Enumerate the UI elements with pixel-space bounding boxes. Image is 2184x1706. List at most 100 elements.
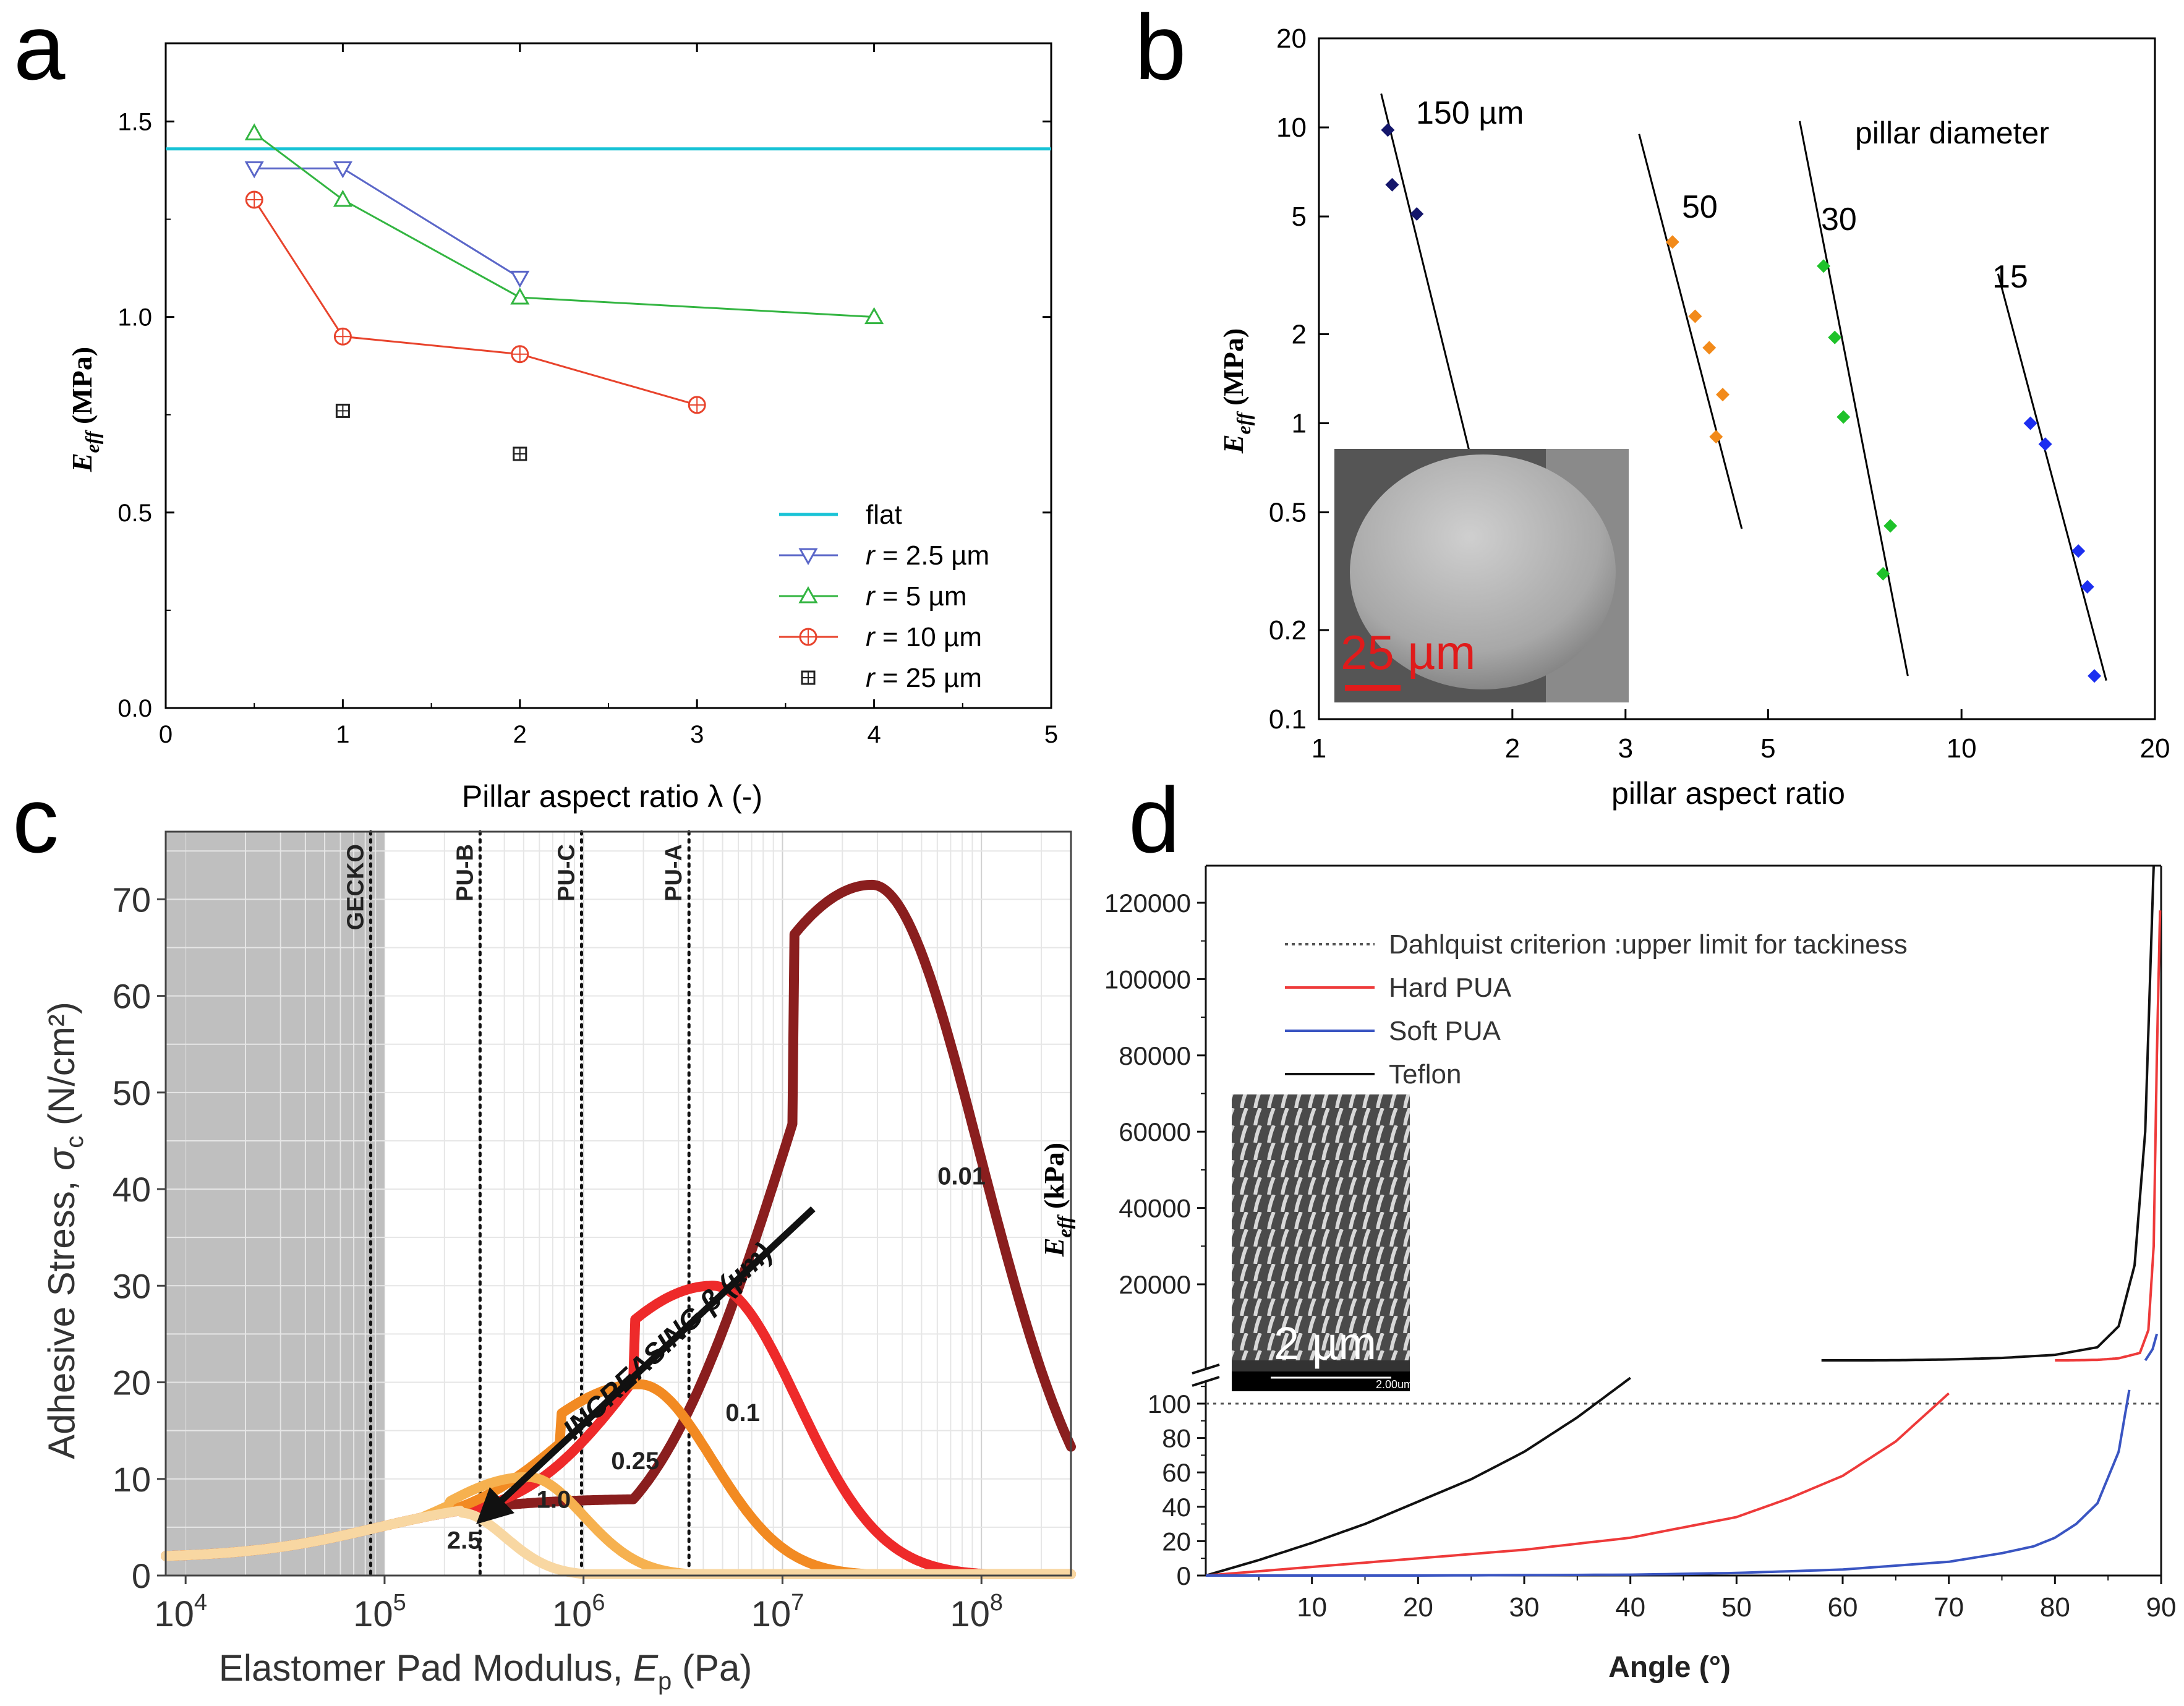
panel-d-ytick-label-lower: 0: [1177, 1561, 1191, 1590]
panel-a-point-cross: [246, 191, 263, 208]
panel-b-series-label: 15: [1992, 259, 2028, 295]
panel-label-d: d: [1128, 768, 1180, 872]
panel-c-ytick-label: 40: [113, 1170, 151, 1209]
panel-a-point: [333, 189, 352, 207]
chart-panel-b: 1 2 3 5 10 20 0.1 0.2 0.5 1 2 5 10 20 150 µm 50 30 15 25 …: [1218, 23, 2170, 811]
panel-b-legend-title: pillar diameter: [1855, 116, 2049, 150]
panel-c-ytick-label: 20: [113, 1363, 151, 1402]
panel-a-point-cross: [513, 447, 526, 460]
panel-a-point: [510, 287, 530, 305]
panel-a-legend-label-text: = 5 µm: [875, 581, 967, 612]
panel-a-point: [864, 307, 884, 325]
panel-b-point: [1876, 566, 1890, 581]
panel-b-ytick-label: 10: [1276, 113, 1307, 143]
chart-panel-d: 10 20 30 40 50 60 70 80 90 0 20 40 60 80 100 20000 40000…: [1038, 864, 2177, 1684]
panel-a-xtick-label: 1: [336, 721, 349, 748]
panel-c-series-label: 0.01: [937, 1162, 986, 1190]
panel-d-xtick-label: 20: [1403, 1592, 1433, 1623]
panel-d-scalebar-label: 2 µm: [1274, 1318, 1376, 1369]
panel-c-arrow-head: [476, 1487, 514, 1524]
panel-b-xtick-label: 2: [1505, 733, 1520, 764]
panel-d-ytick-label-lower: 100: [1148, 1389, 1191, 1418]
panel-c-xtick-exp: 7: [791, 1590, 804, 1616]
panel-d-xtick-label: 60: [1828, 1592, 1858, 1623]
panel-c-reference-label: PU-A: [661, 844, 687, 902]
panel-d-curve-lower: [1205, 1376, 1631, 1577]
panel-d-xtick-label: 50: [1721, 1592, 1752, 1623]
panel-d-legend-label: Dahlquist criterion :upper limit for tac…: [1389, 929, 1908, 960]
panel-c-xtick-label: 108: [950, 1590, 1003, 1634]
panel-d-curve-lower: [1205, 1392, 1950, 1577]
panel-a-legend-label: r = 25 µm: [866, 663, 982, 693]
panel-c-xtick-label: 107: [751, 1590, 804, 1634]
panel-a-legend-label: r = 5 µm: [866, 581, 967, 612]
panel-a-point-cross: [689, 396, 706, 413]
panel-a-legend-label-text: = 25 µm: [875, 663, 982, 693]
panel-b-series-label: 30: [1821, 202, 1857, 237]
panel-b-ytick-label: 20: [1276, 23, 1307, 54]
panel-b-marks: 1 2 3 5 10 20 0.1 0.2 0.5 1 2 5 10 20 150 µm 50 30 15: [1269, 23, 2170, 764]
panel-b-xtick-label: 20: [2140, 733, 2170, 764]
panel-a-point-cross: [335, 328, 351, 345]
panel-c-xtick-exp: 6: [592, 1590, 605, 1616]
panel-b-series-label: 50: [1682, 189, 1718, 225]
panel-c-ytick-label: 0: [132, 1556, 151, 1595]
panel-c-ylabel: Adhesive Stress, σc (N/cm²): [41, 1002, 88, 1459]
panel-a-legend-label-italic: r: [866, 663, 876, 693]
panel-b-xlabel: pillar aspect ratio: [1611, 776, 1845, 811]
panel-c-xtick-base: 10: [154, 1594, 194, 1634]
panel-a-legend-marker: [798, 586, 818, 603]
panel-a-xlabel: Pillar aspect ratio λ (-): [462, 779, 762, 814]
panel-c-ytick-label: 10: [113, 1460, 151, 1499]
panel-d-curve-upper: [2055, 910, 2162, 1362]
panel-a-point: [333, 161, 352, 179]
panel-b-xtick-label: 3: [1618, 733, 1633, 764]
panel-d-axis-break: [1192, 1363, 1220, 1387]
panel-d-curve-upper: [1821, 865, 2155, 1362]
panel-a-series-line: [254, 132, 874, 318]
panel-d-ytick-label-upper: 60000: [1119, 1117, 1191, 1146]
panel-c-xtick-base: 10: [353, 1594, 393, 1634]
panel-b-point: [2080, 580, 2094, 594]
panel-d-curve-lower: [1206, 1389, 2131, 1577]
panel-label-a: a: [14, 0, 66, 99]
panel-c-arrow-shaft: [491, 1206, 816, 1511]
panel-d-xlabel: Angle (°): [1608, 1651, 1731, 1684]
panel-b-point: [2023, 416, 2037, 430]
panel-c-reference-label: PU-B: [452, 844, 478, 902]
panel-d-curve-upper: [2144, 1333, 2159, 1362]
panel-b-point: [1836, 410, 1851, 424]
sem-fiber-array: [1232, 1094, 1410, 1391]
panel-a-legend-label: r = 2.5 µm: [866, 540, 989, 571]
panel-d-microscope-label: 2.00um: [1376, 1378, 1413, 1391]
panel-b-xtick-label: 1: [1312, 733, 1326, 764]
panel-b-xtick-label: 5: [1760, 733, 1775, 764]
panel-c-reference-label: GECKO: [343, 844, 369, 930]
panel-c-series-label: 0.25: [611, 1448, 659, 1475]
panel-b-sem-inset: 25 µm: [1334, 449, 1629, 702]
panel-c-ytick-label: 60: [113, 977, 151, 1016]
panel-d-xtick-label: 90: [2146, 1592, 2177, 1623]
panel-b-point: [1828, 330, 1842, 344]
panel-b-fit-line: [1638, 134, 1743, 529]
panel-d-ytick-label-lower: 60: [1162, 1458, 1191, 1487]
panel-b-point: [1381, 123, 1395, 137]
panel-c-ytick-label: 50: [113, 1073, 151, 1112]
sem-info-bar: [1232, 1371, 1410, 1391]
panel-b-ytick-label: 5: [1292, 202, 1307, 232]
panel-c-xtick-base: 10: [751, 1594, 791, 1634]
panel-label-b: b: [1135, 0, 1186, 99]
panel-c-ytick-label: 70: [113, 880, 151, 919]
panel-c-xtick-base: 10: [950, 1594, 990, 1634]
panel-c-xtick-exp: 8: [990, 1590, 1003, 1616]
panel-a-legend-marker: [798, 548, 818, 566]
panel-d-marks: 10 20 30 40 50 60 70 80 90 0 20 40 60 80 100 20000 40000…: [1104, 864, 2177, 1623]
panel-label-c: c: [12, 768, 59, 872]
panel-c-ytick-label: 30: [113, 1266, 151, 1305]
panel-d-legend-label: Soft PUA: [1389, 1016, 1501, 1046]
panel-a-xtick-label: 4: [867, 721, 881, 748]
panel-b-point: [2088, 669, 2102, 683]
panel-a-legend-label-text: flat: [866, 500, 902, 530]
panel-b-point: [1817, 259, 1831, 273]
